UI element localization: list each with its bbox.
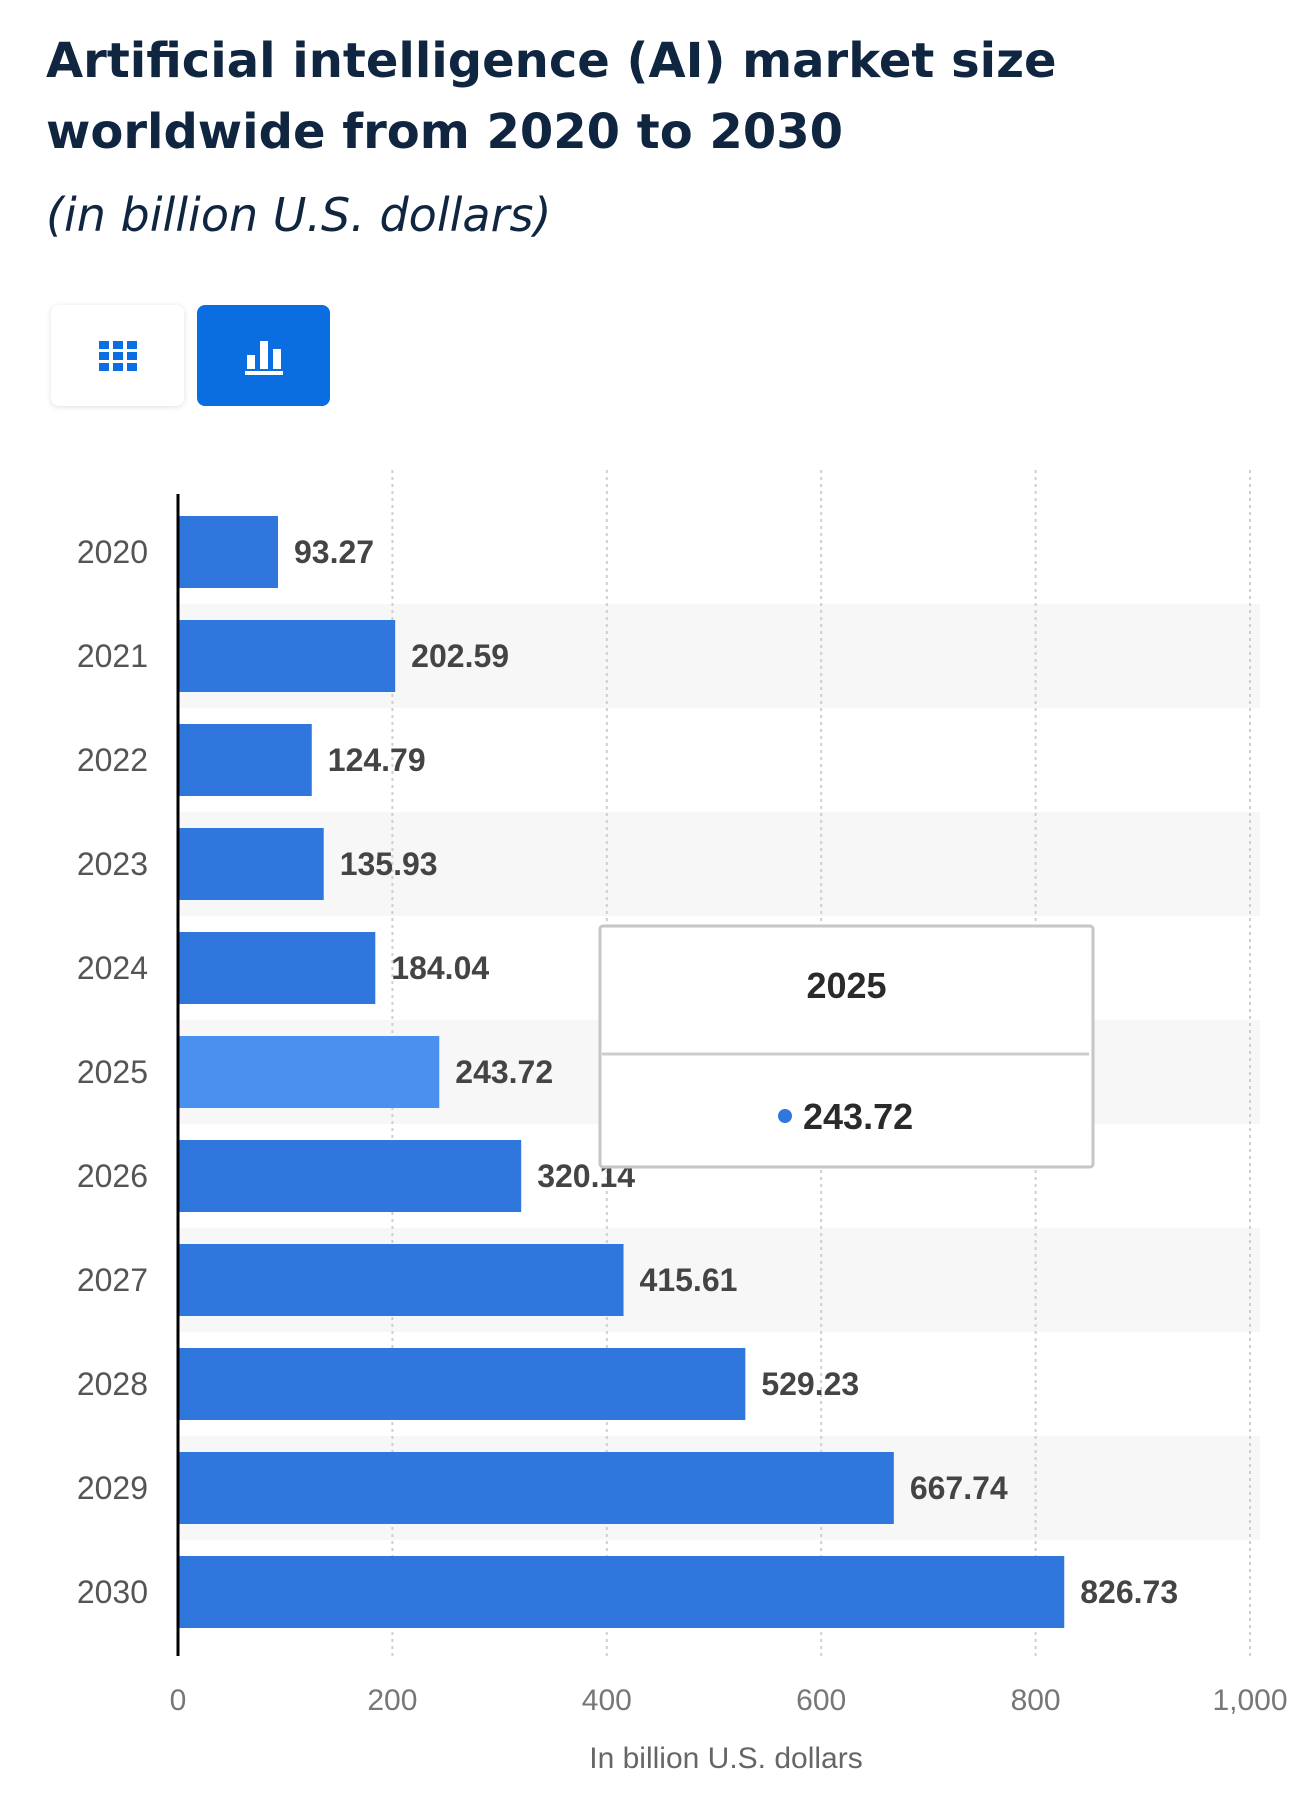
table-view-button[interactable] [51, 305, 184, 406]
category-label: 2022 [77, 742, 148, 778]
bar-2027[interactable] [178, 1244, 624, 1316]
category-label: 2020 [77, 534, 148, 570]
bar-chart-icon [244, 340, 283, 375]
category-label: 2028 [77, 1366, 148, 1402]
bar-2021[interactable] [178, 620, 396, 692]
row-stripe [178, 812, 1260, 916]
category-label: 2026 [77, 1158, 148, 1194]
bar-2025[interactable] [178, 1036, 440, 1108]
data-label: 529.23 [761, 1366, 859, 1402]
chart-title: Artificial intelligence (AI) market size… [46, 33, 1057, 160]
data-label: 135.93 [340, 846, 438, 882]
data-label: 184.04 [391, 950, 489, 986]
category-label: 2024 [77, 950, 148, 986]
tooltip-title: 2025 [806, 965, 886, 1006]
tooltip-series-dot [778, 1109, 792, 1123]
category-label: 2025 [77, 1054, 148, 1090]
grid-icon [98, 340, 137, 371]
bar-2029[interactable] [178, 1452, 894, 1524]
x-tick-label: 1,000 [1212, 1684, 1287, 1717]
tooltip-value: 243.72 [803, 1096, 913, 1137]
bar-2023[interactable] [178, 828, 324, 900]
data-label: 243.72 [455, 1054, 553, 1090]
tooltip-box [598, 924, 1095, 1169]
data-label: 667.74 [910, 1470, 1008, 1506]
bar-2020[interactable] [178, 516, 278, 588]
data-label: 93.27 [294, 534, 374, 570]
data-label: 124.79 [328, 742, 426, 778]
x-tick-label: 800 [1011, 1684, 1061, 1717]
x-tick-label: 400 [582, 1684, 632, 1717]
data-label: 415.61 [640, 1262, 738, 1298]
bar-2028[interactable] [178, 1348, 746, 1420]
bar-2026[interactable] [178, 1140, 522, 1212]
bar-chart: 2020 2021 2022 2023 2024 2025 2026 2027 2028 2029… [77, 470, 1288, 1775]
data-label: 202.59 [411, 638, 509, 674]
bar-2030[interactable] [178, 1556, 1065, 1628]
bar-2022[interactable] [178, 724, 312, 796]
chart-subtitle: (in billion U.S. dollars) [46, 188, 552, 242]
category-label: 2030 [77, 1574, 148, 1610]
bar-2024[interactable] [178, 932, 376, 1004]
x-axis-title: In billion U.S. dollars [589, 1742, 862, 1775]
category-label: 2021 [77, 638, 148, 674]
x-tick-label: 200 [367, 1684, 417, 1717]
tooltip: 2025 243.72 [598, 924, 1095, 1169]
data-label: 826.73 [1080, 1574, 1178, 1610]
category-label: 2027 [77, 1262, 148, 1298]
x-tick-label: 0 [170, 1684, 187, 1717]
category-label: 2023 [77, 846, 148, 882]
category-label: 2029 [77, 1470, 148, 1506]
chart-view-button[interactable] [197, 305, 330, 406]
x-tick-label: 600 [796, 1684, 846, 1717]
